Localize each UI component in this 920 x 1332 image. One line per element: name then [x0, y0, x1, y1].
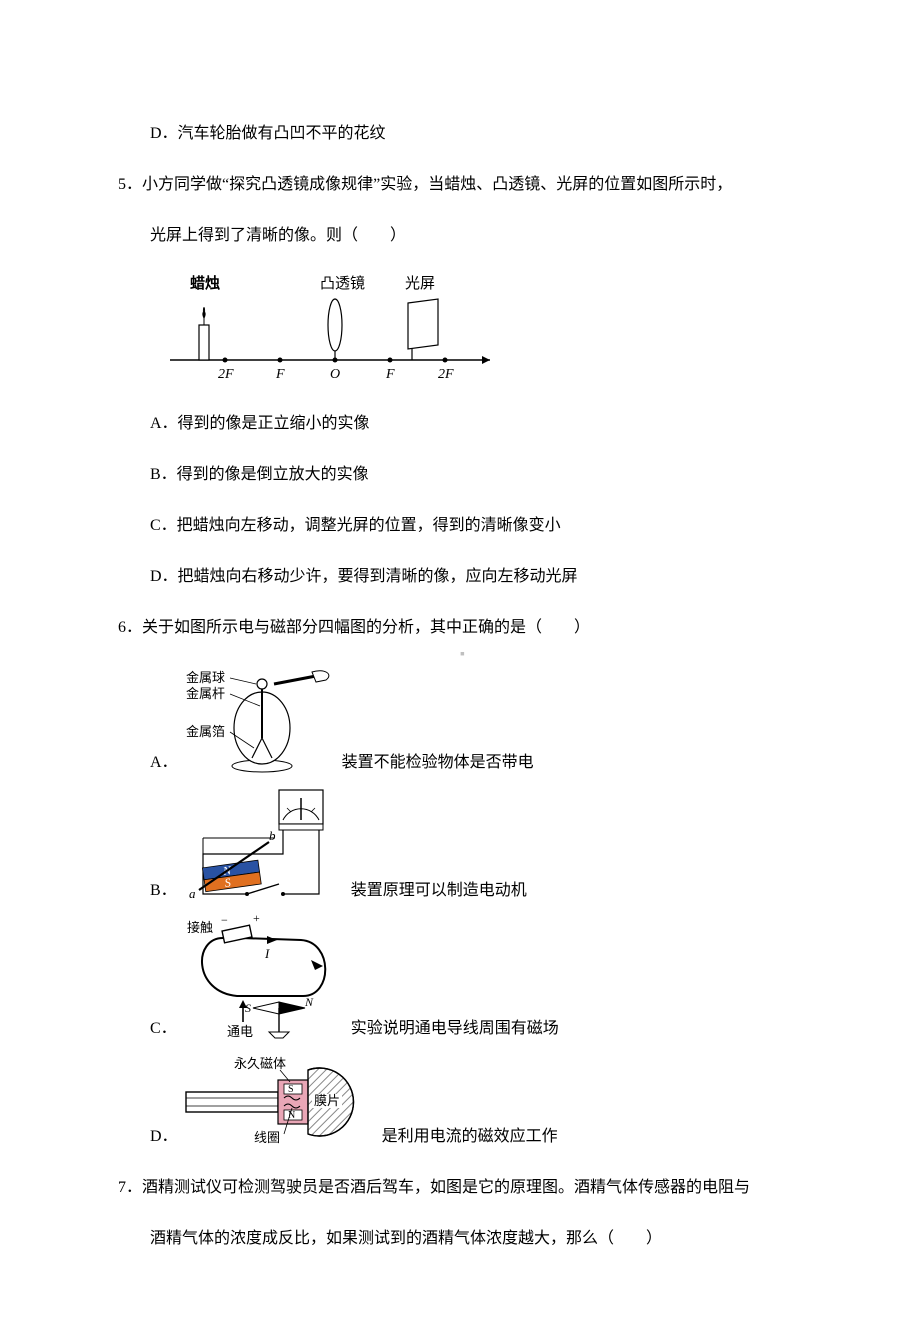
svg-text:N: N [304, 995, 314, 1009]
svg-text:N: N [288, 1110, 295, 1121]
svg-text:金属球: 金属球 [186, 670, 225, 685]
watermark-dot: ▪ [460, 640, 465, 671]
svg-text:接触: 接触 [187, 920, 213, 935]
svg-text:a: a [189, 886, 196, 901]
q6-optD-caption: 是利用电流的磁效应工作 [382, 1124, 558, 1150]
q6-option-d[interactable]: D． S N 永久磁体 线圈 [150, 1046, 802, 1154]
q6-optB-caption: 装置原理可以制造电动机 [351, 878, 527, 904]
svg-text:线圈: 线圈 [254, 1130, 280, 1145]
q7-stem-line2: 酒精气体的浓度成反比，如果测试到的酒精气体浓度越大，那么（ ） [118, 1221, 802, 1256]
svg-text:金属箔: 金属箔 [186, 724, 225, 739]
q6-optA-label: A． [150, 750, 178, 776]
q6-figB: N S a b [183, 784, 343, 904]
svg-text:2F: 2F [438, 367, 454, 382]
q6-optA-caption: 装置不能检验物体是否带电 [342, 750, 534, 776]
q6-option-b[interactable]: B． N S a b [150, 780, 802, 908]
q5-option-d[interactable]: D．把蜡烛向右移动少许，要得到清晰的像，应向左移动光屏 [118, 559, 802, 594]
svg-text:F: F [385, 367, 395, 382]
q5-option-b[interactable]: B．得到的像是倒立放大的实像 [118, 457, 802, 492]
svg-text:I: I [264, 946, 270, 961]
svg-text:+: + [253, 912, 260, 925]
q6-figC: − + I 接触 S N 通电 [183, 912, 343, 1042]
svg-text:通电: 通电 [227, 1024, 253, 1039]
svg-text:O: O [330, 367, 340, 382]
q5-stem-line2: 光屏上得到了清晰的像。则（ ） [118, 218, 802, 253]
q4-option-d[interactable]: D．汽车轮胎做有凸凹不平的花纹 [118, 116, 802, 151]
q5-stem-line1: 5．小方同学做“探究凸透镜成像规律”实验，当蜡烛、凸透镜、光屏的位置如图所示时， [118, 167, 802, 202]
svg-text:光屏: 光屏 [405, 275, 435, 292]
q6-optC-caption: 实验说明通电导线周围有磁场 [351, 1016, 559, 1042]
q5-option-a[interactable]: A．得到的像是正立缩小的实像 [118, 406, 802, 441]
svg-text:−: − [221, 913, 228, 927]
q6-optB-label: B． [150, 878, 177, 904]
svg-text:膜片: 膜片 [314, 1093, 340, 1108]
q6-optD-label: D． [150, 1124, 178, 1150]
svg-text:凸透镜: 凸透镜 [320, 274, 365, 292]
svg-text:永久磁体: 永久磁体 [234, 1056, 286, 1071]
svg-text:b: b [269, 828, 276, 843]
q6-option-a[interactable]: A． 金属球 金属杆 金属箔 装置不能检验物体是否带电 [150, 662, 802, 780]
q5-option-c[interactable]: C．把蜡烛向左移动，调整光屏的位置，得到的清晰像变小 [118, 508, 802, 543]
q6-figA: 金属球 金属杆 金属箔 [184, 666, 334, 776]
q5-figure: 蜡烛 凸透镜 光屏 2F F O F 2F [150, 270, 802, 390]
svg-text:F: F [275, 367, 285, 382]
q6-figD: S N 永久磁体 线圈 膜片 [184, 1050, 374, 1150]
q6-optC-label: C． [150, 1016, 177, 1042]
svg-text:2F: 2F [218, 367, 234, 382]
svg-text:蜡烛: 蜡烛 [190, 274, 220, 292]
svg-text:金属杆: 金属杆 [186, 686, 225, 701]
svg-text:S: S [288, 1084, 294, 1095]
q6-option-c[interactable]: C． − + I 接触 S N [150, 908, 802, 1046]
q7-stem-line1: 7．酒精测试仪可检测驾驶员是否酒后驾车，如图是它的原理图。酒精气体传感器的电阻与 [118, 1170, 802, 1205]
